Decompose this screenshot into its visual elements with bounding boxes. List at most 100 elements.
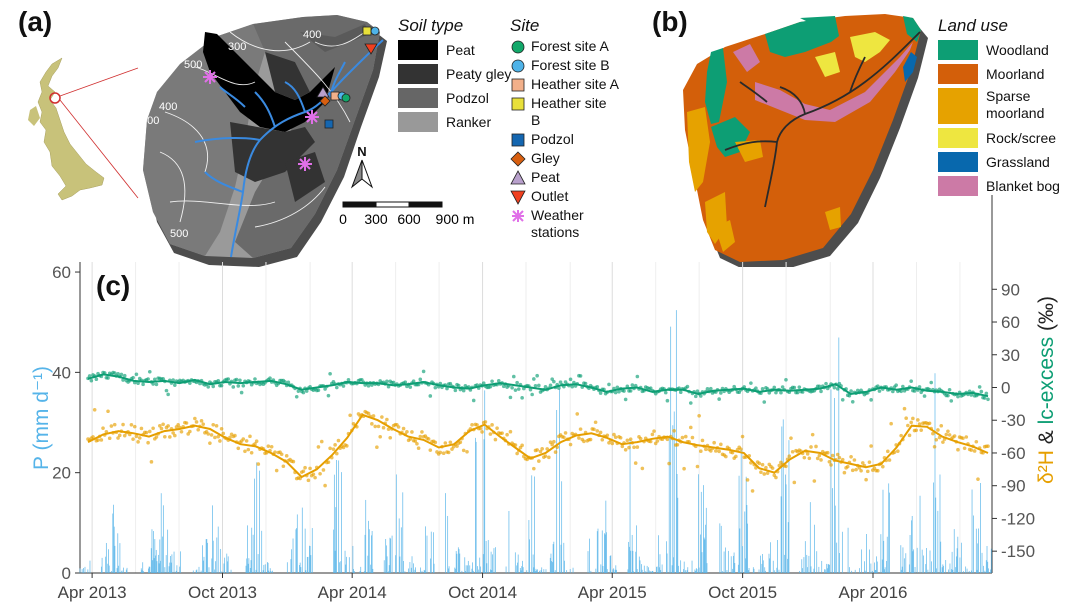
d2h-point	[774, 475, 778, 480]
d2h-point	[366, 411, 371, 416]
peat-site-marker	[316, 86, 330, 98]
d2h-point	[345, 444, 349, 448]
lcexcess-point	[326, 393, 331, 398]
site-symbol-square	[511, 78, 525, 92]
soil-swatch-peaty-gley	[398, 64, 438, 84]
d2h-point	[562, 435, 566, 440]
d2h-point	[291, 459, 296, 464]
lcexcess-point	[161, 376, 165, 381]
d2h-point	[505, 432, 509, 437]
lcexcess-point	[772, 385, 777, 390]
panel-b-label: (b)	[652, 6, 688, 37]
lcexcess-point	[112, 371, 117, 375]
x-tick-label: Apr 2016	[839, 583, 908, 602]
d2h-point	[458, 440, 463, 445]
d2h-point	[139, 426, 144, 431]
d2h-point	[381, 425, 386, 430]
d2h-point	[724, 454, 728, 459]
lcexcess-point	[695, 389, 700, 393]
lcexcess-point	[515, 380, 519, 385]
lcexcess-point	[557, 386, 561, 390]
d2h-point	[273, 450, 277, 454]
lcexcess-point	[304, 389, 309, 393]
site-markers	[203, 26, 380, 171]
d2h-point	[850, 468, 855, 473]
d2h-point	[303, 465, 307, 470]
lcexcess-point	[535, 373, 539, 378]
d2h-point	[790, 449, 795, 454]
d2h-point	[311, 472, 316, 477]
d2h-point	[96, 438, 100, 442]
lcexcess-point	[891, 389, 895, 394]
lcexcess-point	[106, 376, 110, 380]
left-tick-label: 0	[62, 564, 71, 583]
lcexcess-point	[570, 384, 575, 389]
lcexcess-point	[797, 385, 802, 389]
site-symbol-triangle-down	[510, 190, 526, 205]
site-legend-item: Forest site A	[510, 38, 620, 55]
d2h-point	[849, 454, 853, 459]
d2h-point	[618, 435, 623, 440]
svg-text:500: 500	[170, 228, 188, 240]
d2h-point	[316, 445, 321, 449]
lcexcess-point	[346, 378, 351, 382]
d2h-point	[284, 454, 289, 458]
d2h-point	[416, 446, 421, 451]
d2h-point	[875, 468, 880, 473]
lcexcess-point	[134, 372, 139, 377]
d2h-point	[99, 438, 104, 442]
land-use-swatch-grassland	[938, 152, 978, 172]
d2h-point	[493, 437, 498, 442]
d2h-point	[532, 466, 536, 471]
d2h-point	[213, 435, 217, 440]
lcexcess-point	[749, 381, 753, 385]
d2h-point	[902, 406, 907, 411]
site-legend-item: Forest site B	[510, 57, 620, 74]
lcexcess-point	[131, 375, 135, 380]
d2h-point	[802, 455, 807, 460]
d2h-point	[465, 449, 469, 454]
lcexcess-point	[268, 376, 272, 380]
d2h-point	[438, 450, 443, 455]
d2h-point	[947, 433, 952, 437]
lcexcess-point	[779, 390, 783, 395]
d2h-point	[448, 440, 453, 445]
d2h-point	[157, 424, 162, 428]
left-tick-label: 40	[52, 363, 71, 382]
panel-c-label: (c)	[96, 270, 131, 301]
d2h-point	[480, 430, 484, 434]
lcexcess-point	[869, 398, 873, 402]
lcexcess-point	[385, 379, 389, 384]
d2h-point	[881, 464, 885, 469]
d2h-point	[688, 425, 693, 430]
d2h-point	[508, 429, 513, 434]
d2h-point	[166, 424, 170, 428]
d2h-point	[543, 454, 548, 458]
scale-bar: 0 300 600 900 m	[339, 201, 474, 227]
d2h-point	[869, 444, 873, 448]
lcexcess-point	[328, 371, 332, 376]
scale-label-300: 300	[364, 211, 388, 227]
d2h-point	[814, 444, 818, 449]
lcexcess-point	[461, 388, 466, 393]
lcexcess-point	[628, 389, 633, 393]
d2h-point	[613, 435, 618, 440]
svg-text:400: 400	[159, 101, 177, 113]
d2h-point	[845, 464, 850, 469]
d2h-point	[588, 437, 593, 442]
lcexcess-point	[762, 400, 767, 404]
d2h-point	[909, 420, 913, 425]
soil-legend: Soil type Peat Peaty gley Podzol Ranker	[398, 16, 511, 132]
lcexcess-point	[835, 387, 840, 391]
d2h-point	[740, 434, 745, 439]
lcexcess-point	[832, 385, 837, 390]
lcexcess-point	[241, 383, 246, 388]
lcexcess-point	[607, 382, 611, 387]
d2h-point	[129, 423, 134, 427]
site-legend-item: Peat	[510, 169, 620, 186]
lcexcess-point	[699, 394, 703, 398]
lcexcess-point	[471, 398, 476, 403]
d2h-point	[600, 437, 605, 442]
lcexcess-point	[418, 377, 423, 382]
